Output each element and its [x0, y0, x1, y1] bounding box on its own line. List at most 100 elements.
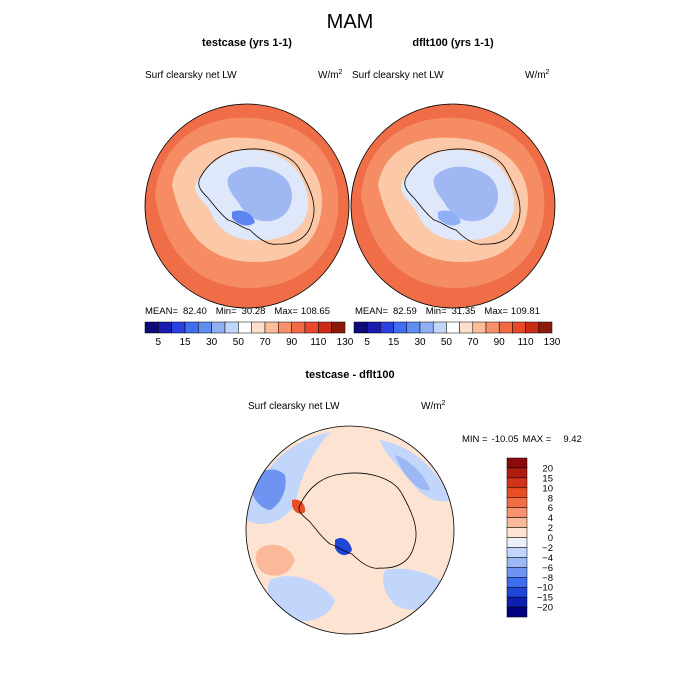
map-warm-region: [292, 499, 306, 514]
colorbar-horizontal: 5 15 30 50 70 90 110 130: [144, 321, 354, 348]
colorbar-swatch: [506, 467, 528, 479]
colorbar-swatch: [211, 321, 226, 334]
colorbar-swatch: [506, 497, 528, 508]
colorbar-swatch: [331, 321, 346, 334]
colorbar-swatch: [291, 321, 306, 334]
colorbar-tick-label: 0: [548, 533, 553, 544]
units-base: W/m: [318, 70, 339, 81]
map-blue-region: [335, 538, 352, 556]
colorbar-horizontal: 5 15 30 50 70 90 110 130: [353, 321, 561, 348]
colorbar-swatch: [506, 457, 528, 469]
colorbar-swatch: [506, 487, 528, 499]
colorbar-tick-label: −6: [542, 563, 553, 574]
colorbar-tick-label: 70: [259, 337, 271, 348]
colorbar-tick-label: −2: [542, 543, 553, 554]
colorbar-swatch: [446, 321, 460, 334]
stat-mean-value: 82.40: [183, 306, 207, 317]
colorbar-tick-label: 90: [494, 337, 506, 348]
colorbar-swatch: [144, 321, 159, 334]
map-coastline: [404, 148, 521, 245]
colorbar-tick-label: 10: [542, 483, 553, 494]
colorbar-swatch: [525, 321, 540, 334]
colorbar-tick-label: 8: [548, 493, 553, 504]
stat-min-label: Min=: [216, 306, 237, 317]
colorbar-tick-label: −15: [537, 593, 553, 604]
colorbar-tick-label: −20: [537, 603, 553, 614]
map-border: [144, 103, 350, 309]
colorbar-swatch: [366, 321, 381, 334]
colorbar-tick-label: 130: [337, 337, 354, 348]
colorbar-swatch: [432, 321, 447, 334]
stat-max-value: 108.65: [301, 306, 330, 317]
colorbar-swatch: [506, 477, 528, 489]
stat-min-value: 30.28: [242, 306, 266, 317]
colorbar-swatch: [380, 321, 394, 334]
figure-title: MAM: [327, 11, 374, 33]
stat-min-value: -10.05: [492, 434, 519, 445]
colorbar-tick-label: 30: [414, 337, 426, 348]
colorbar-tick-label: 130: [544, 337, 561, 348]
stat-max-value: 9.42: [563, 434, 582, 445]
colorbar-swatch: [485, 321, 500, 334]
units-label: W/m2: [318, 69, 343, 81]
colorbar-tick-label: 110: [310, 337, 326, 348]
colorbar-swatch: [158, 321, 172, 334]
stats-line: MEAN= 82.40 Min= 30.28 Max= 108.65: [145, 306, 330, 317]
map-dflt100: [351, 104, 555, 308]
stat-max-label: MAX =: [523, 434, 552, 445]
stats-line: MEAN= 82.59 Min= 31.35 Max= 109.81: [355, 306, 540, 317]
stat-max-label: Max=: [274, 306, 298, 317]
map-ross-sea: [438, 210, 461, 226]
map-ross-sea: [232, 210, 255, 226]
colorbar-tick-label: 110: [518, 337, 534, 348]
panel-title: testcase (yrs 1-1): [202, 37, 292, 49]
colorbar-swatch: [506, 557, 528, 568]
colorbar-swatch: [238, 321, 252, 334]
map-blue-region: [268, 576, 335, 622]
colorbar-swatch: [506, 567, 528, 578]
colorbar-swatch: [198, 321, 212, 334]
colorbar-swatch: [264, 321, 279, 334]
colorbar-swatch: [393, 321, 408, 334]
map-difference: [246, 426, 454, 634]
colorbar-swatch: [506, 507, 528, 518]
field-label: Surf clearsky net LW: [145, 70, 237, 81]
colorbar-tick-label: 6: [548, 503, 553, 514]
colorbar-tick-label: 50: [233, 337, 245, 348]
colorbar-swatch: [304, 321, 319, 334]
colorbar-swatch: [506, 547, 528, 558]
map-coastline: [198, 148, 315, 245]
colorbar-swatch: [171, 321, 186, 334]
colorbar-swatch: [224, 321, 239, 334]
units-label: W/m2: [421, 400, 446, 412]
colorbar-tick-label: 15: [179, 337, 191, 348]
colorbar-swatch: [512, 321, 526, 334]
colorbar-swatch: [278, 321, 292, 334]
colorbar-swatch: [419, 321, 434, 334]
colorbar-tick-label: −8: [542, 573, 553, 584]
stat-max-value: 109.81: [511, 306, 540, 317]
colorbar-swatch: [498, 321, 513, 334]
panel-title: dflt100 (yrs 1-1): [412, 37, 494, 49]
colorbar-swatch: [472, 321, 487, 334]
field-label: Surf clearsky net LW: [248, 401, 340, 412]
colorbar-tick-label: 5: [364, 337, 370, 348]
colorbar-tick-label: 15: [542, 473, 553, 484]
colorbar-swatch: [251, 321, 266, 334]
map-border: [245, 425, 455, 635]
colorbar-swatch: [506, 577, 528, 588]
stat-min-value: 31.35: [452, 306, 476, 317]
colorbar-tick-label: 15: [388, 337, 400, 348]
stat-min-label: Min=: [426, 306, 447, 317]
colorbar-swatch: [506, 517, 528, 528]
colorbar-swatch: [406, 321, 421, 334]
stat-mean-label: MEAN=: [355, 306, 388, 317]
colorbar-tick-label: −10: [537, 583, 553, 594]
units-exponent: 2: [442, 400, 446, 407]
colorbar-tick-label: 70: [467, 337, 479, 348]
map-warm-region: [255, 544, 295, 576]
panel-testcase: testcase (yrs 1-1) Surf clearsky net LW …: [144, 37, 354, 348]
panel-dflt100: dflt100 (yrs 1-1) Surf clearsky net LW W…: [350, 37, 561, 348]
